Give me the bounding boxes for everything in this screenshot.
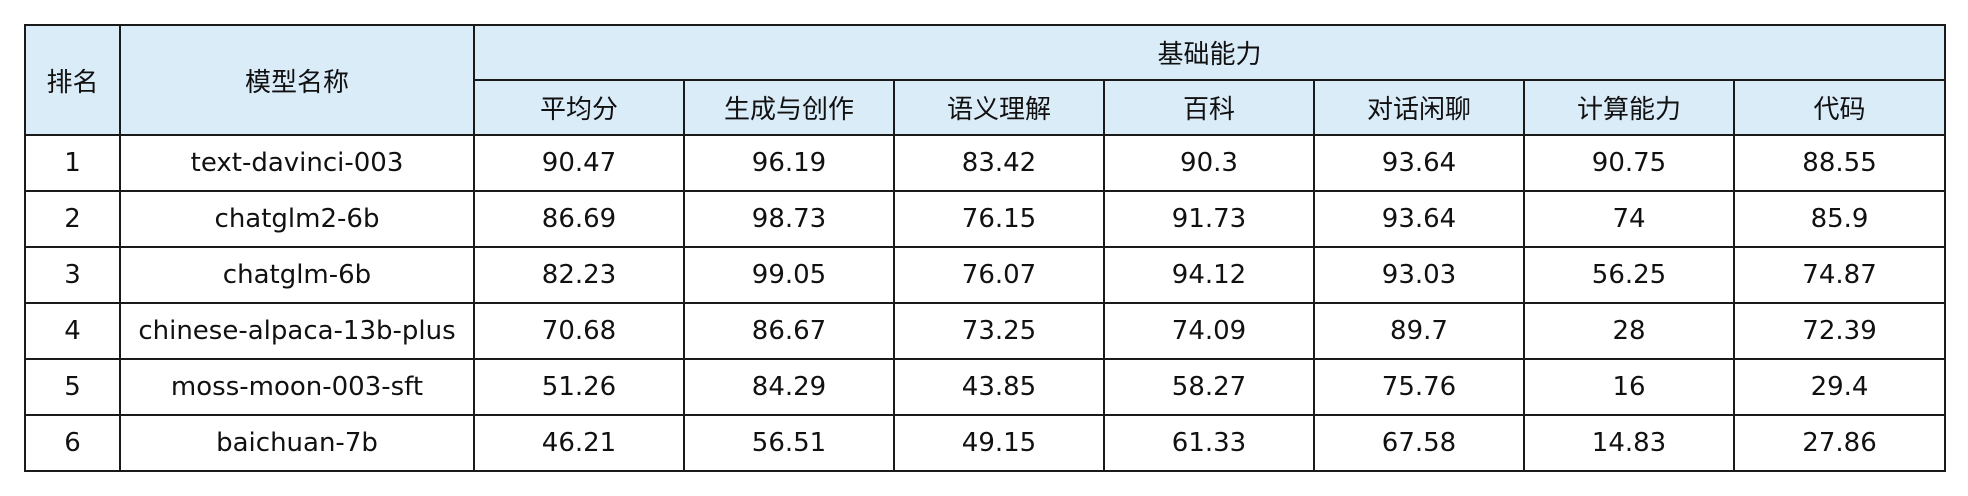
header-col-generation: 生成与创作 (683, 79, 895, 136)
table-row: 2 chatglm2-6b 86.69 98.73 76.15 91.73 93… (24, 190, 1947, 248)
score-cell: 28 (1523, 302, 1735, 360)
leaderboard-container: 排名 模型名称 基础能力 平均分 生成与创作 语义理解 百科 对话闲聊 计算能力… (24, 24, 1947, 472)
table-row: 3 chatglm-6b 82.23 99.05 76.07 94.12 93.… (24, 246, 1947, 304)
score-cell: 72.39 (1732, 302, 1947, 360)
header-model: 模型名称 (119, 24, 475, 136)
table-header: 排名 模型名称 基础能力 平均分 生成与创作 语义理解 百科 对话闲聊 计算能力… (24, 24, 1947, 136)
score-cell: 73.25 (893, 302, 1105, 360)
score-cell: 90.47 (473, 134, 685, 192)
score-cell: 93.03 (1313, 246, 1525, 304)
header-col-understanding: 语义理解 (893, 79, 1105, 136)
score-cell: 58.27 (1103, 358, 1315, 416)
score-cell: 85.9 (1732, 190, 1947, 248)
header-group-basic-ability: 基础能力 (472, 24, 1947, 81)
header-col-calculation: 计算能力 (1523, 79, 1735, 136)
score-cell: 56.25 (1523, 246, 1735, 304)
score-cell: 94.12 (1103, 246, 1315, 304)
score-cell: 89.7 (1313, 302, 1525, 360)
score-cell: 76.15 (893, 190, 1105, 248)
model-cell: text-davinci-003 (119, 134, 475, 192)
header-col-encyclopedia: 百科 (1103, 79, 1315, 136)
score-cell: 88.55 (1732, 134, 1947, 192)
score-cell: 99.05 (683, 246, 895, 304)
rank-cell: 5 (24, 358, 121, 416)
score-cell: 98.73 (683, 190, 895, 248)
rank-cell: 2 (24, 190, 121, 248)
model-cell: chatglm-6b (119, 246, 475, 304)
score-cell: 16 (1523, 358, 1735, 416)
rank-cell: 4 (24, 302, 121, 360)
rank-cell: 6 (24, 414, 121, 472)
table-row: 4 chinese-alpaca-13b-plus 70.68 86.67 73… (24, 302, 1947, 360)
score-cell: 83.42 (893, 134, 1105, 192)
rank-cell: 3 (24, 246, 121, 304)
score-cell: 43.85 (893, 358, 1105, 416)
header-rank: 排名 (24, 24, 121, 136)
score-cell: 27.86 (1732, 414, 1947, 472)
score-cell: 90.3 (1103, 134, 1315, 192)
score-cell: 96.19 (683, 134, 895, 192)
score-cell: 74.09 (1103, 302, 1315, 360)
model-cell: chatglm2-6b (119, 190, 475, 248)
score-cell: 86.67 (683, 302, 895, 360)
score-cell: 46.21 (473, 414, 685, 472)
score-cell: 86.69 (473, 190, 685, 248)
score-cell: 61.33 (1103, 414, 1315, 472)
table-body: 1 text-davinci-003 90.47 96.19 83.42 90.… (24, 134, 1947, 472)
score-cell: 74.87 (1732, 246, 1947, 304)
score-cell: 51.26 (473, 358, 685, 416)
model-cell: chinese-alpaca-13b-plus (119, 302, 475, 360)
score-cell: 84.29 (683, 358, 895, 416)
table-row: 6 baichuan-7b 46.21 56.51 49.15 61.33 67… (24, 414, 1947, 472)
score-cell: 70.68 (473, 302, 685, 360)
score-cell: 90.75 (1523, 134, 1735, 192)
score-cell: 49.15 (893, 414, 1105, 472)
score-cell: 29.4 (1732, 358, 1947, 416)
rank-cell: 1 (24, 134, 121, 192)
score-cell: 82.23 (473, 246, 685, 304)
score-cell: 93.64 (1313, 134, 1525, 192)
score-cell: 91.73 (1103, 190, 1315, 248)
score-cell: 75.76 (1313, 358, 1525, 416)
score-cell: 67.58 (1313, 414, 1525, 472)
model-cell: moss-moon-003-sft (119, 358, 475, 416)
table-row: 5 moss-moon-003-sft 51.26 84.29 43.85 58… (24, 358, 1947, 416)
leaderboard-table: 排名 模型名称 基础能力 平均分 生成与创作 语义理解 百科 对话闲聊 计算能力… (24, 24, 1947, 472)
score-cell: 56.51 (683, 414, 895, 472)
table-row: 1 text-davinci-003 90.47 96.19 83.42 90.… (24, 134, 1947, 192)
header-col-average: 平均分 (473, 79, 685, 136)
score-cell: 74 (1523, 190, 1735, 248)
score-cell: 93.64 (1313, 190, 1525, 248)
score-cell: 76.07 (893, 246, 1105, 304)
score-cell: 14.83 (1523, 414, 1735, 472)
header-col-chitchat: 对话闲聊 (1313, 79, 1525, 136)
header-col-code: 代码 (1732, 79, 1947, 136)
model-cell: baichuan-7b (119, 414, 475, 472)
